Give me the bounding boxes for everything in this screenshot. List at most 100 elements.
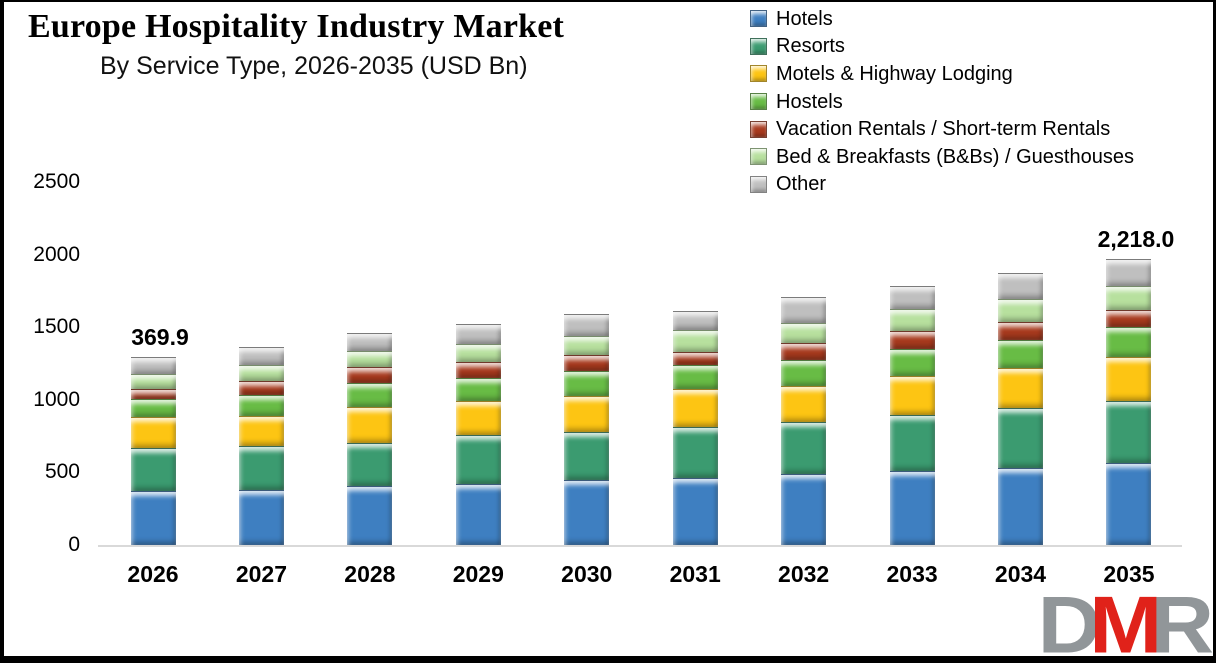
bar-segment-2030-vacation-rentals-short-term-rentals: [564, 354, 610, 372]
bar-segment-2026-hostels: [130, 398, 176, 418]
bar-segment-2027-motels-highway-lodging: [238, 416, 284, 446]
bar-segment-2029-bed-breakfasts-b-bs-guesthouses: [455, 344, 501, 362]
bar-segment-2031-resorts: [672, 427, 718, 478]
bar-segment-2034-hotels: [998, 468, 1044, 545]
y-axis-tick-label: 2500: [33, 170, 80, 193]
legend-item: Vacation Rentals / Short-term Rentals: [750, 115, 1134, 143]
bar-segment-2030-other: [564, 313, 610, 337]
legend-swatch-icon: [750, 175, 767, 193]
bar-segment-2029-other: [455, 324, 501, 345]
bar-2032: [781, 296, 827, 545]
bar-segment-2027-other: [238, 347, 284, 365]
bar-segment-2026-hotels: [130, 490, 176, 545]
bar-segment-2033-hotels: [889, 471, 935, 545]
legend-swatch-icon: [750, 65, 767, 83]
bar-segment-2035-hotels: [1106, 463, 1152, 545]
x-axis-label-2027: 2027: [235, 561, 288, 587]
bar-segment-2027-vacation-rentals-short-term-rentals: [238, 381, 284, 396]
bar-segment-2034-resorts: [998, 408, 1044, 469]
dmr-logo: DMR: [1037, 579, 1214, 670]
x-axis-label-2033: 2033: [886, 561, 938, 587]
bar-2031: [672, 310, 718, 545]
bar-2026: [130, 356, 176, 545]
bar-segment-2028-hostels: [347, 383, 393, 408]
legend-item: Bed & Breakfasts (B&Bs) / Guesthouses: [750, 143, 1134, 171]
bar-segment-2027-resorts: [238, 445, 284, 490]
bar-segment-2028-motels-highway-lodging: [347, 407, 393, 443]
bar-2030: [564, 313, 610, 545]
bar-segment-2031-motels-highway-lodging: [672, 389, 718, 428]
legend-item: Other: [750, 171, 1134, 199]
bar-segment-2030-hostels: [564, 371, 610, 397]
bar-segment-2032-other: [781, 296, 827, 324]
data-label-2026: 369.9: [131, 323, 189, 350]
logo-letter-d: D: [1037, 579, 1101, 670]
bar-segment-2031-vacation-rentals-short-term-rentals: [672, 351, 718, 366]
bar-segment-2035-other: [1106, 258, 1152, 286]
bar-segment-2032-bed-breakfasts-b-bs-guesthouses: [781, 323, 827, 343]
bar-segment-2029-vacation-rentals-short-term-rentals: [455, 361, 501, 378]
bar-segment-2028-hotels: [347, 486, 393, 545]
bar-segment-2034-hostels: [998, 339, 1044, 368]
bar-segment-2026-resorts: [130, 448, 176, 491]
bar-segment-2029-motels-highway-lodging: [455, 401, 501, 436]
bar-segment-2027-hotels: [238, 489, 284, 545]
bar-segment-2034-motels-highway-lodging: [998, 367, 1044, 409]
bar-segment-2027-hostels: [238, 395, 284, 417]
legend-label: Other: [776, 173, 827, 196]
legend-label: Hotels: [776, 7, 833, 30]
bar-segment-2033-other: [889, 286, 935, 309]
bar-segment-2031-bed-breakfasts-b-bs-guesthouses: [672, 330, 718, 352]
bar-segment-2032-resorts: [781, 422, 827, 474]
legend-label: Resorts: [776, 35, 845, 58]
legend-swatch-icon: [750, 93, 767, 111]
y-axis-tick-label: 0: [68, 533, 80, 556]
data-label-2035: 2,218.0: [1097, 225, 1175, 252]
legend-swatch-icon: [750, 10, 767, 28]
bar-segment-2032-hotels: [781, 473, 827, 545]
bar-segment-2033-resorts: [889, 414, 935, 472]
x-axis-label-2032: 2032: [778, 561, 830, 587]
bar-segment-2035-hostels: [1106, 326, 1152, 358]
chart-title: Europe Hospitality Industry Market: [28, 8, 565, 45]
x-axis-label-2028: 2028: [344, 561, 396, 587]
bar-segment-2030-resorts: [564, 431, 610, 481]
bar-segment-2030-hotels: [564, 480, 610, 545]
x-axis-label-2030: 2030: [561, 561, 613, 587]
y-axis-tick-label: 1500: [33, 315, 80, 339]
legend-label: Bed & Breakfasts (B&Bs) / Guesthouses: [776, 145, 1134, 168]
legend-item: Motels & Highway Lodging: [750, 60, 1134, 88]
bar-2028: [347, 333, 393, 545]
bar-segment-2032-hostels: [781, 360, 827, 386]
bar-segment-2034-other: [998, 272, 1044, 300]
logo-letter-m: M: [1089, 579, 1162, 670]
bar-segment-2032-motels-highway-lodging: [781, 385, 827, 423]
bar-segment-2028-bed-breakfasts-b-bs-guesthouses: [347, 350, 393, 368]
bar-segment-2031-hostels: [672, 365, 718, 390]
bar-segment-2029-resorts: [455, 435, 501, 484]
bar-segment-2030-motels-highway-lodging: [564, 396, 610, 432]
x-axis-label-2029: 2029: [452, 561, 504, 587]
bar-2035: [1106, 258, 1152, 545]
bar-segment-2035-motels-highway-lodging: [1106, 357, 1152, 401]
bar-segment-2026-bed-breakfasts-b-bs-guesthouses: [130, 373, 176, 389]
y-axis-tick-label: 2000: [33, 242, 80, 266]
bar-segment-2028-other: [347, 333, 393, 351]
legend-swatch-icon: [750, 148, 767, 166]
bar-segment-2029-hotels: [455, 483, 501, 545]
bar-segment-2029-hostels: [455, 378, 501, 402]
x-axis-label-2031: 2031: [669, 561, 721, 587]
bar-segment-2026-motels-highway-lodging: [130, 417, 176, 449]
legend-swatch-icon: [750, 37, 767, 55]
bar-segment-2035-bed-breakfasts-b-bs-guesthouses: [1106, 285, 1152, 311]
bar-segment-2034-vacation-rentals-short-term-rentals: [998, 321, 1044, 340]
bar-segment-2033-vacation-rentals-short-term-rentals: [889, 331, 935, 349]
legend-label: Motels & Highway Lodging: [776, 62, 1013, 85]
bar-segment-2033-hostels: [889, 348, 935, 376]
legend-item: Resorts: [750, 33, 1134, 61]
logo-letter-r: R: [1150, 579, 1213, 670]
legend-item: Hostels: [750, 88, 1134, 116]
legend-label: Hostels: [776, 90, 843, 113]
